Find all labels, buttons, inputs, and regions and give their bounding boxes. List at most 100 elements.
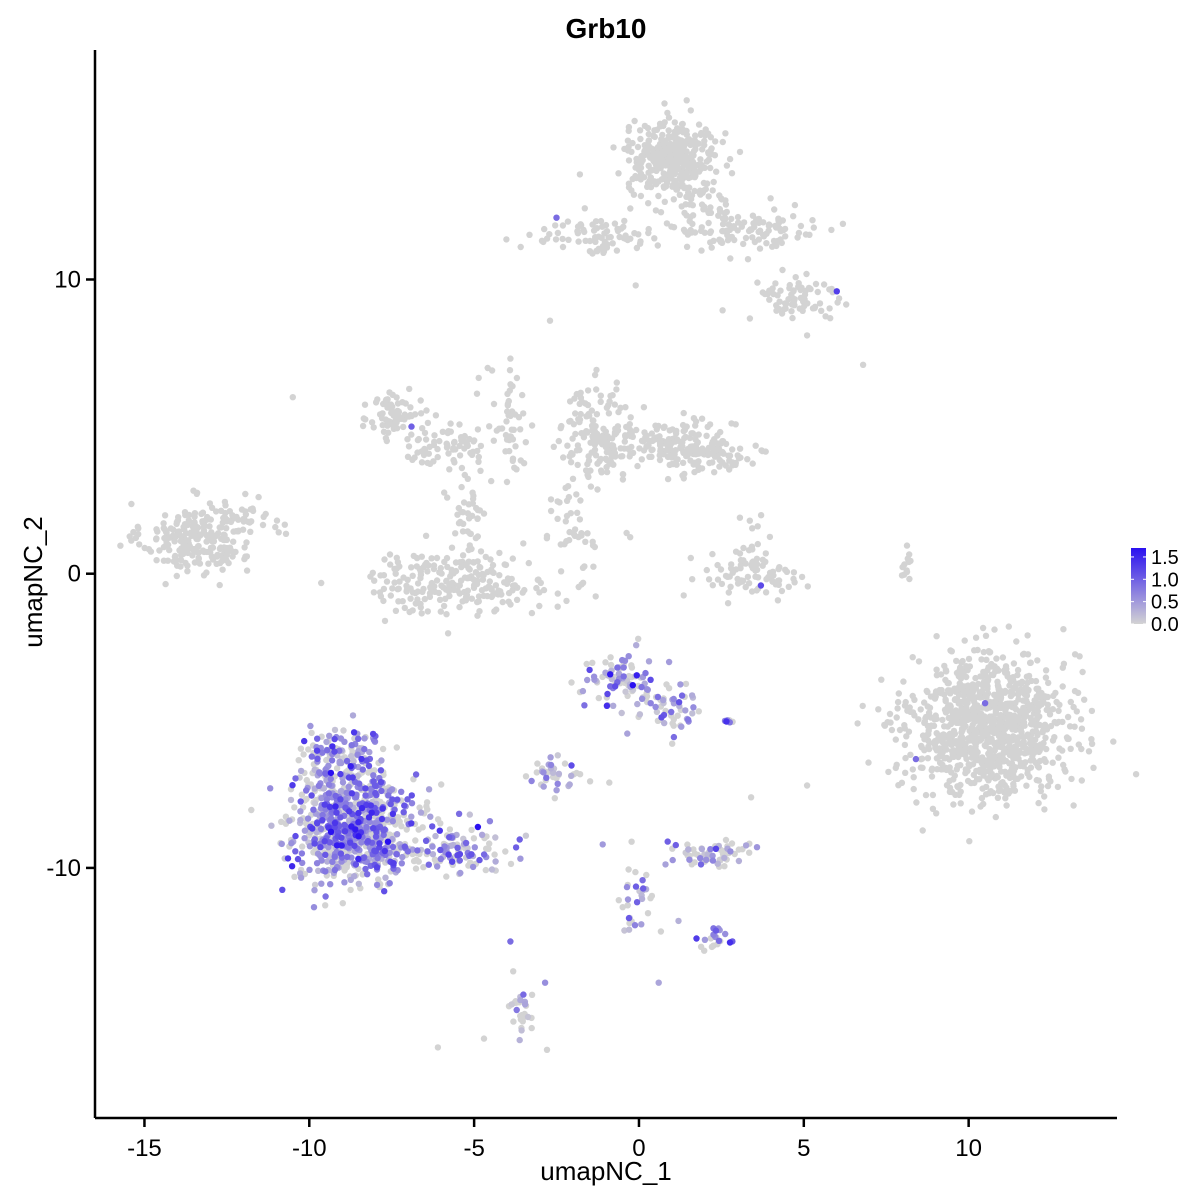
data-point <box>952 696 959 703</box>
data-point <box>503 418 510 425</box>
data-point <box>1012 682 1019 690</box>
data-point <box>513 466 520 473</box>
data-point <box>522 439 529 446</box>
data-point <box>683 148 690 155</box>
data-point <box>693 461 701 468</box>
data-point <box>473 580 481 588</box>
data-point <box>577 410 584 418</box>
data-point <box>324 858 331 865</box>
data-point <box>1042 734 1049 741</box>
data-point <box>645 229 652 237</box>
data-point <box>717 428 724 436</box>
data-point <box>681 155 689 162</box>
data-point <box>577 389 584 396</box>
data-point <box>698 465 706 472</box>
data-point <box>379 745 387 753</box>
data-point <box>712 845 720 852</box>
data-point <box>597 392 604 399</box>
data-point <box>1047 722 1055 730</box>
data-point <box>308 792 315 799</box>
data-point <box>574 509 581 516</box>
data-point <box>648 430 655 437</box>
data-point <box>619 656 626 664</box>
data-point <box>355 819 362 826</box>
data-point <box>970 687 977 694</box>
data-point <box>415 826 422 833</box>
data-point <box>528 609 536 617</box>
data-point <box>703 432 710 439</box>
data-point <box>803 332 811 339</box>
data-point <box>709 438 716 445</box>
data-point <box>234 528 242 535</box>
data-point <box>1075 741 1083 748</box>
data-point <box>441 843 448 850</box>
color-legend-bar <box>1131 548 1146 624</box>
data-point <box>173 572 180 580</box>
data-point <box>704 851 711 858</box>
data-point <box>399 853 406 861</box>
data-point <box>432 832 439 840</box>
data-point <box>963 755 970 762</box>
data-point <box>319 817 326 824</box>
data-point <box>644 910 652 917</box>
data-point <box>621 145 628 153</box>
data-point <box>703 158 710 165</box>
data-point <box>354 772 361 780</box>
data-point <box>267 785 274 792</box>
data-point <box>437 564 444 572</box>
data-point <box>435 589 442 597</box>
data-point <box>636 240 644 247</box>
data-point <box>767 195 774 202</box>
legend-tick-label: 0.5 <box>1151 592 1179 614</box>
data-point <box>333 765 341 772</box>
data-point <box>1081 696 1088 703</box>
data-point <box>246 519 253 526</box>
data-point <box>751 223 758 231</box>
data-point <box>701 229 708 236</box>
data-point <box>429 823 436 830</box>
data-point <box>384 422 391 429</box>
data-point <box>687 554 694 562</box>
data-point <box>547 761 555 769</box>
data-point <box>1015 696 1022 703</box>
data-point <box>904 707 911 714</box>
data-point <box>411 454 418 461</box>
data-point <box>216 581 223 589</box>
data-point <box>775 565 782 573</box>
data-point <box>959 738 966 745</box>
data-point <box>490 569 497 576</box>
data-point <box>770 237 778 245</box>
data-point <box>903 733 910 740</box>
data-point <box>606 779 613 786</box>
data-point <box>791 579 798 586</box>
data-point <box>653 708 661 716</box>
data-point <box>404 848 412 855</box>
data-point <box>404 576 411 583</box>
data-point <box>749 558 757 565</box>
data-point <box>412 771 420 778</box>
data-point <box>223 551 230 559</box>
data-point <box>691 468 698 476</box>
data-point <box>745 580 753 587</box>
data-point <box>308 753 315 760</box>
data-point <box>669 720 676 727</box>
data-point <box>533 769 540 776</box>
data-point <box>773 307 780 314</box>
data-point <box>474 426 482 433</box>
legend-tick-label: 0.0 <box>1151 614 1179 636</box>
data-point <box>383 816 391 823</box>
data-point <box>306 843 314 850</box>
data-point <box>440 584 447 591</box>
data-point <box>381 556 388 563</box>
data-point <box>742 842 750 849</box>
data-point <box>1051 734 1058 741</box>
data-point <box>185 537 192 544</box>
data-point <box>507 938 514 945</box>
data-point <box>633 672 640 679</box>
data-point <box>310 806 317 813</box>
data-point <box>370 589 378 596</box>
data-point <box>486 840 493 847</box>
data-point <box>506 367 514 374</box>
data-point <box>1041 806 1048 813</box>
data-point <box>373 881 381 889</box>
